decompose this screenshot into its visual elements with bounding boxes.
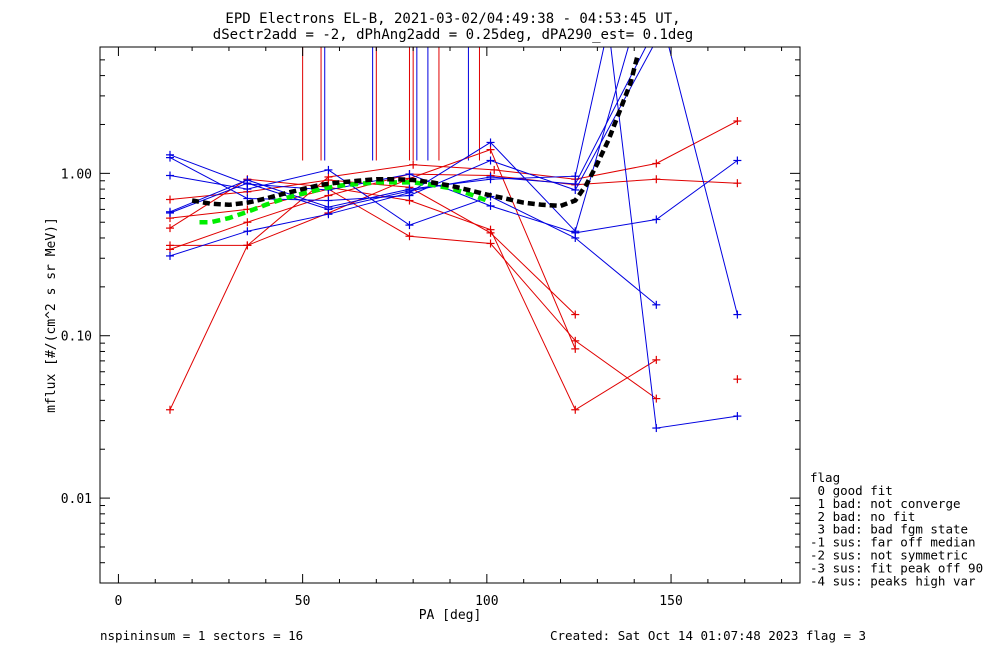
data-point-marker <box>486 172 495 181</box>
legend-entry: -1 sus: far off median <box>810 535 976 550</box>
data-point-marker <box>733 117 742 126</box>
x-tick-label: 0 <box>115 594 123 609</box>
data-point-marker <box>405 170 414 179</box>
data-point-marker <box>733 179 742 188</box>
data-point-marker <box>733 310 742 319</box>
plot-frame <box>99 46 801 584</box>
series-layer <box>166 47 742 433</box>
legend-entry: -4 sus: peaks high var <box>810 573 976 588</box>
data-point-marker <box>324 176 333 185</box>
data-point-marker <box>324 165 333 174</box>
series-line-7 <box>169 154 738 234</box>
y-tick-label: 0.01 <box>61 492 92 507</box>
data-point-marker <box>571 405 580 414</box>
series-line-11 <box>169 47 738 315</box>
data-point-marker <box>486 201 495 210</box>
data-point-marker <box>166 208 174 217</box>
legend-title: flag <box>810 470 840 485</box>
footer-left: nspininsum = 1 sectors = 16 <box>100 628 303 643</box>
data-point-marker <box>166 195 174 204</box>
data-point-marker <box>324 196 333 205</box>
y-tick-label: 0.10 <box>61 330 92 345</box>
footer-right: Created: Sat Oct 14 01:07:48 2023 flag =… <box>550 628 866 643</box>
data-point-marker <box>652 215 661 224</box>
data-point-marker <box>486 138 495 147</box>
legend-entry: 1 bad: not converge <box>810 496 961 511</box>
series-line-10 <box>169 47 629 257</box>
data-point-marker <box>733 156 742 165</box>
data-point-marker <box>733 375 742 384</box>
data-point-marker <box>571 179 580 188</box>
data-point-marker <box>652 424 661 433</box>
data-point-marker <box>243 218 252 227</box>
fit-curve-black <box>191 53 641 209</box>
legend-entry: -3 sus: fit peak off 90 <box>810 560 983 575</box>
chart-title: EPD Electrons EL-B, 2021-03-02/04:49:38 … <box>225 11 680 27</box>
data-point-marker <box>486 239 495 248</box>
data-point-marker <box>166 171 174 180</box>
data-point-marker <box>652 300 661 309</box>
vertical-lines-layer <box>302 47 480 161</box>
data-point-marker <box>243 179 252 188</box>
data-point-marker <box>733 412 742 421</box>
series-line-5 <box>169 173 738 250</box>
data-point-marker <box>652 394 661 403</box>
x-tick-label: 150 <box>659 594 682 609</box>
legend-entry: -2 sus: not symmetric <box>810 548 968 563</box>
data-point-marker <box>571 344 580 353</box>
x-axis-label: PA [deg] <box>419 608 482 623</box>
y-axis-label: mflux [#/(cm^2 s sr MeV)] <box>44 217 59 413</box>
axes-layer: 0 50 100 150 0.01 0.10 1.00 <box>61 46 800 609</box>
series-line-1 <box>170 148 576 350</box>
series-line-9 <box>169 47 738 429</box>
data-point-marker <box>243 241 252 250</box>
data-point-marker <box>486 228 495 237</box>
data-point-marker <box>409 160 418 169</box>
data-point-marker <box>486 156 495 165</box>
fit-layer <box>191 53 641 225</box>
data-point-marker <box>166 224 174 233</box>
data-point-marker <box>652 159 661 168</box>
x-tick-label: 50 <box>295 594 311 609</box>
data-point-marker <box>243 227 252 236</box>
series-line-0 <box>169 120 738 411</box>
data-point-marker <box>571 310 580 319</box>
legend-entry: 2 bad: no fit <box>810 509 915 524</box>
legend-entry: 0 good fit <box>810 483 893 498</box>
data-point-marker <box>571 172 580 181</box>
data-point-marker <box>405 232 414 241</box>
data-point-marker <box>652 175 661 184</box>
flag-legend: flag 0 good fit 1 bad: not converge 2 ba… <box>810 470 983 588</box>
data-point-marker <box>571 233 580 242</box>
data-point-marker <box>324 205 333 214</box>
data-point-marker <box>166 251 174 260</box>
data-point-marker <box>166 153 174 162</box>
data-point-marker <box>652 355 661 364</box>
data-point-marker <box>490 165 499 174</box>
data-point-marker <box>405 186 414 195</box>
series-line-3 <box>169 188 657 400</box>
legend-entry: 3 bad: bad fgm state <box>810 522 968 537</box>
data-point-marker <box>486 145 495 154</box>
chart-subtitle: dSectr2add = -2, dPhAng2add = 0.25deg, d… <box>213 27 693 43</box>
data-point-marker <box>166 405 174 414</box>
data-point-marker <box>571 336 580 345</box>
data-point-marker <box>405 221 414 230</box>
y-tick-label: 1.00 <box>61 167 92 182</box>
fit-curve-green <box>199 180 488 225</box>
x-tick-label: 100 <box>475 594 498 609</box>
data-point-marker <box>571 227 580 236</box>
